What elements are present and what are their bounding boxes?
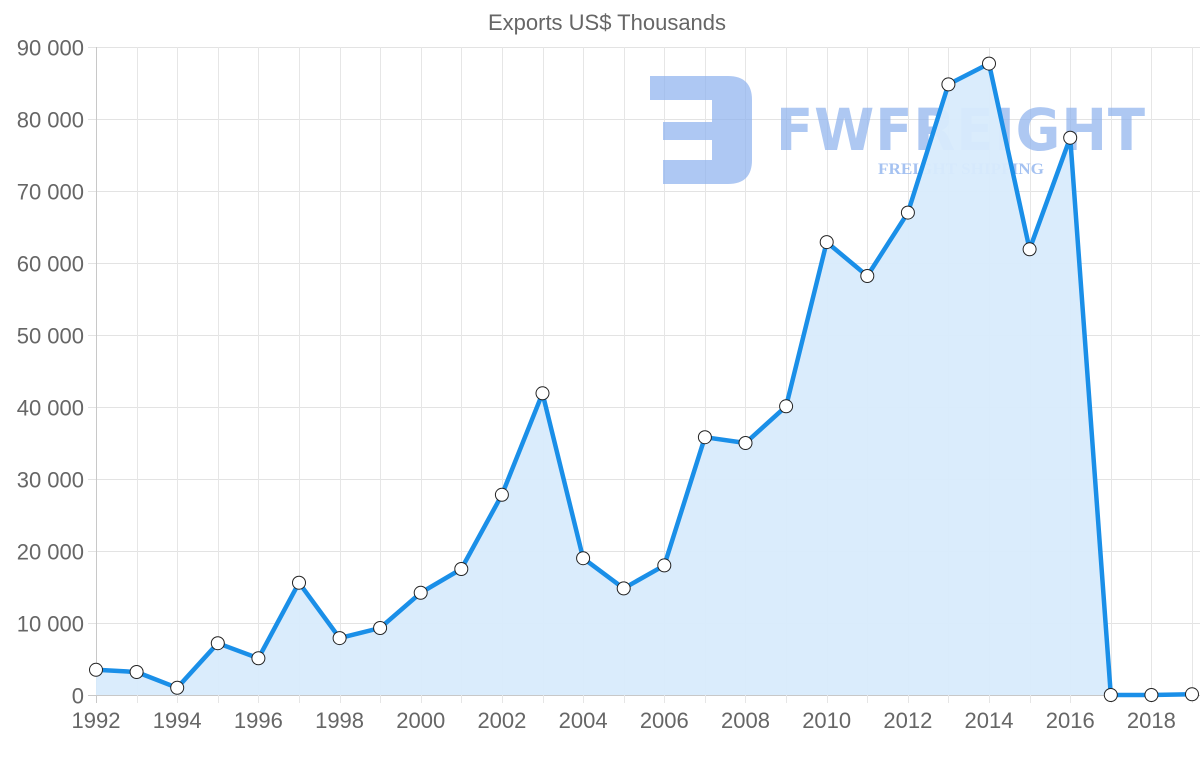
- y-tick-label: 80 000: [17, 108, 84, 133]
- data-point-marker[interactable]: [616, 581, 631, 596]
- data-point-marker[interactable]: [1022, 242, 1037, 257]
- x-tick-label: 2018: [1127, 708, 1176, 733]
- series-exports: [89, 56, 1199, 702]
- x-tick-label: 1994: [153, 708, 202, 733]
- data-point-marker[interactable]: [129, 665, 144, 679]
- series-area: [96, 63, 1192, 696]
- data-point-marker[interactable]: [860, 269, 875, 283]
- y-tick-label: 90 000: [17, 36, 84, 61]
- data-point-marker[interactable]: [1063, 130, 1078, 145]
- x-tick-label: 2010: [802, 708, 851, 733]
- y-tick-label: 40 000: [17, 396, 84, 421]
- data-point-marker[interactable]: [1103, 688, 1118, 702]
- data-point-marker[interactable]: [819, 235, 834, 250]
- data-point-marker[interactable]: [900, 205, 915, 220]
- data-point-marker[interactable]: [1144, 688, 1159, 702]
- y-tick-label: 70 000: [17, 180, 84, 205]
- x-tick-label: 2002: [477, 708, 526, 733]
- x-tick-label: 2000: [396, 708, 445, 733]
- x-tick-label: 1992: [72, 708, 121, 733]
- data-point-marker[interactable]: [1185, 687, 1199, 702]
- data-point-marker[interactable]: [454, 562, 469, 576]
- data-point-marker[interactable]: [576, 551, 591, 566]
- x-tick-label: 2016: [1046, 708, 1095, 733]
- data-point-marker[interactable]: [941, 77, 956, 92]
- series-line: [95, 61, 1193, 698]
- data-point-marker[interactable]: [332, 631, 347, 646]
- x-tick-label: 2008: [721, 708, 770, 733]
- y-tick-label: 10 000: [17, 612, 84, 637]
- data-point-marker[interactable]: [292, 575, 306, 590]
- data-point-marker[interactable]: [494, 487, 509, 502]
- x-tick-label: 2012: [883, 708, 932, 733]
- x-tick-label: 1996: [234, 708, 283, 733]
- data-point-marker[interactable]: [251, 651, 266, 666]
- data-point-marker[interactable]: [982, 56, 996, 71]
- x-tick-label: 2004: [559, 708, 608, 733]
- data-point-marker[interactable]: [413, 585, 428, 600]
- logo-mark-icon: [650, 76, 752, 184]
- x-tick-label: 2006: [640, 708, 689, 733]
- data-point-marker[interactable]: [657, 558, 672, 573]
- y-tick-label: 20 000: [17, 540, 84, 565]
- y-tick-label: 50 000: [17, 324, 84, 349]
- data-point-marker[interactable]: [779, 399, 794, 414]
- data-point-marker[interactable]: [89, 662, 103, 677]
- data-point-marker[interactable]: [697, 430, 712, 445]
- data-point-marker[interactable]: [210, 636, 225, 651]
- x-axis: 1992 1994 1996 1998 2000 2002 2004 2006 2008 2010…: [72, 708, 1176, 733]
- y-axis: 0 10 000 20 000 30 000 40 000 50 000 60 000 70 …: [17, 36, 84, 709]
- data-point-marker[interactable]: [535, 386, 550, 401]
- data-point-marker[interactable]: [738, 436, 753, 450]
- data-point-marker[interactable]: [170, 680, 185, 695]
- y-tick-label: 30 000: [17, 468, 84, 493]
- x-tick-label: 1998: [315, 708, 364, 733]
- data-point-marker[interactable]: [373, 621, 388, 635]
- chart-title: Exports US$ Thousands: [488, 10, 726, 35]
- y-tick-label: 0: [72, 684, 84, 709]
- x-tick-label: 2014: [965, 708, 1014, 733]
- y-tick-label: 60 000: [17, 252, 84, 277]
